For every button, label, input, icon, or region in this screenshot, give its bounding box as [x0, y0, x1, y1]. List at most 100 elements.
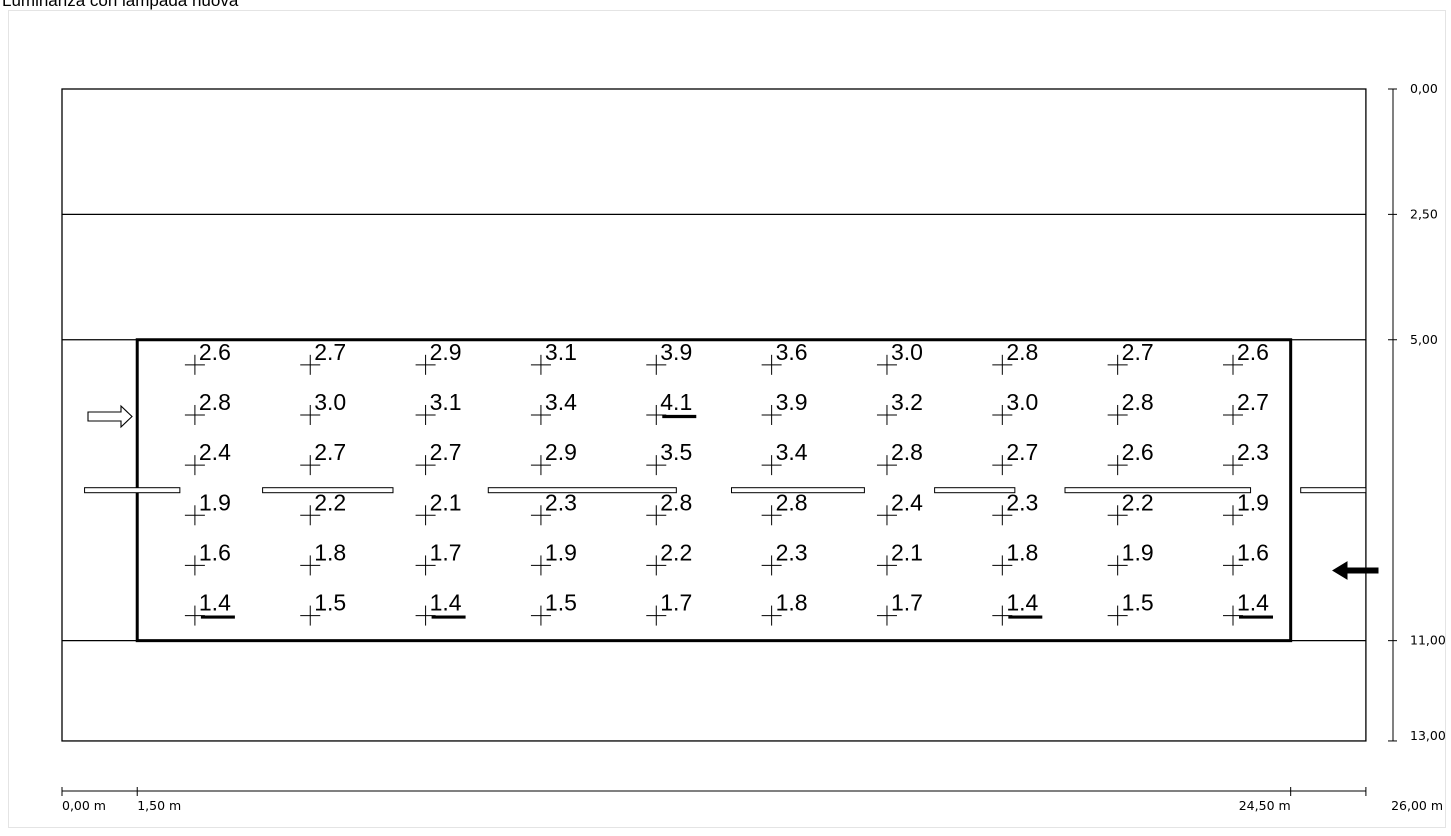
grid-point: 2.2 [1107, 489, 1154, 526]
luminance-value: 3.0 [1006, 389, 1038, 415]
grid-point: 2.8 [876, 439, 923, 476]
luminance-value: 3.6 [776, 339, 808, 365]
y-scale-label: 0,00 [1410, 81, 1438, 96]
grid-point: 2.1 [876, 539, 923, 576]
traffic-arrow-left-icon [1332, 561, 1379, 580]
grid-point: 1.5 [530, 590, 577, 626]
luminance-value: 2.6 [1237, 339, 1269, 365]
grid-point: 3.9 [646, 339, 692, 375]
grid-point: 1.9 [184, 489, 231, 526]
grid-point: 1.4 [1223, 590, 1274, 626]
grid-point: 1.7 [646, 590, 692, 626]
center-line-dash-1 [84, 487, 181, 494]
x-scale-label: 1,50 m [137, 798, 181, 813]
luminance-value: 1.4 [199, 590, 231, 616]
luminance-value: 2.8 [199, 389, 231, 415]
x-scale-label: 24,50 m [1239, 798, 1291, 813]
luminance-value: 1.5 [545, 590, 577, 616]
luminance-value: 2.7 [1122, 339, 1154, 365]
grid-point: 2.3 [1223, 439, 1269, 476]
luminance-value: 2.9 [430, 339, 462, 365]
luminance-value: 2.3 [1237, 439, 1269, 465]
luminance-value: 1.4 [430, 590, 462, 616]
luminance-value: 3.2 [891, 389, 923, 415]
grid-point: 2.8 [646, 489, 692, 526]
luminance-value: 2.8 [891, 439, 923, 465]
luminance-value: 1.9 [199, 489, 231, 515]
luminance-value: 2.2 [660, 539, 692, 565]
grid-point: 3.4 [761, 439, 808, 476]
grid-point: 1.5 [300, 590, 346, 626]
grid-point: 2.8 [1107, 389, 1154, 425]
grid-point: 2.3 [761, 539, 808, 576]
center-line-dash-5 [934, 487, 1016, 494]
luminance-value: 1.7 [660, 590, 692, 616]
luminance-value: 2.2 [314, 489, 346, 515]
grid-point: 2.8 [761, 489, 808, 526]
x-scale-label: 0,00 m [62, 798, 106, 813]
luminance-value: 2.3 [776, 539, 808, 565]
grid-point: 1.9 [1107, 539, 1154, 576]
grid-point: 1.4 [992, 590, 1043, 626]
grid-point: 2.6 [184, 339, 231, 375]
luminance-value: 3.5 [660, 439, 692, 465]
luminance-value: 1.4 [1006, 590, 1038, 616]
luminance-value: 3.9 [660, 339, 692, 365]
grid-point: 1.6 [184, 539, 231, 576]
grid-point: 2.9 [415, 339, 462, 375]
luminance-value: 2.7 [1237, 389, 1269, 415]
grid-point: 1.8 [761, 590, 808, 626]
center-line-dash-4 [731, 487, 865, 494]
grid-point: 1.8 [300, 539, 346, 576]
grid-point: 3.1 [530, 339, 577, 375]
grid-point: 2.6 [1223, 339, 1269, 375]
luminance-value: 1.9 [1122, 539, 1154, 565]
luminance-value: 2.7 [314, 339, 346, 365]
luminance-value: 1.4 [1237, 590, 1269, 616]
grid-point: 2.2 [300, 489, 346, 526]
luminance-value: 3.9 [776, 389, 808, 415]
luminance-value: 1.8 [314, 539, 346, 565]
grid-point: 1.5 [1107, 590, 1154, 626]
grid-point: 2.7 [300, 339, 346, 375]
drawing-frame [8, 10, 1446, 828]
center-line-dash-3 [487, 487, 677, 494]
luminance-value: 1.8 [776, 590, 808, 616]
luminance-value: 1.9 [1237, 489, 1269, 515]
luminance-value: 3.1 [430, 389, 462, 415]
luminance-value: 1.5 [314, 590, 346, 616]
luminance-grid: 2.6 2.7 2.9 3.1 3.9 3.6 3.0 2.8 2.7 2.6 2.8 3.0 3.1 3… [184, 339, 1274, 626]
luminance-value: 2.3 [1006, 489, 1038, 515]
grid-point: 1.8 [992, 539, 1038, 576]
luminance-value: 1.9 [545, 539, 577, 565]
luminance-value: 2.4 [199, 439, 231, 465]
luminance-value: 1.7 [430, 539, 462, 565]
center-line-dash-7 [1300, 487, 1367, 494]
grid-point: 3.0 [876, 339, 923, 375]
grid-point: 3.2 [876, 389, 923, 425]
luminance-value: 4.1 [660, 389, 692, 415]
grid-point: 1.7 [415, 539, 462, 576]
y-scale-label: 11,00 [1410, 633, 1446, 648]
grid-point: 2.8 [992, 339, 1038, 375]
grid-point: 3.1 [415, 389, 462, 425]
luminance-value: 1.7 [891, 590, 923, 616]
luminance-value: 2.2 [1122, 489, 1154, 515]
luminance-value: 2.1 [891, 539, 923, 565]
grid-point: 2.4 [184, 439, 231, 476]
luminance-value: 2.7 [314, 439, 346, 465]
grid-point: 2.6 [1107, 439, 1154, 476]
luminance-value: 2.8 [1122, 389, 1154, 415]
grid-point: 3.0 [300, 389, 346, 425]
y-scale-label: 5,00 [1410, 332, 1438, 347]
luminance-value: 1.6 [199, 539, 231, 565]
luminance-value: 2.9 [545, 439, 577, 465]
luminance-value: 2.8 [1006, 339, 1038, 365]
luminance-value: 3.0 [891, 339, 923, 365]
grid-point: 4.1 [646, 389, 697, 425]
grid-point: 2.7 [1107, 339, 1154, 375]
luminance-value: 3.0 [314, 389, 346, 415]
luminance-value: 2.6 [1122, 439, 1154, 465]
luminance-value: 2.4 [891, 489, 923, 515]
